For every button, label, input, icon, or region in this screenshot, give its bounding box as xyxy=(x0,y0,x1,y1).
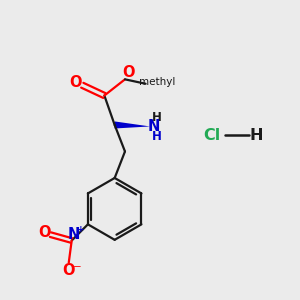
Text: +: + xyxy=(77,225,84,234)
Text: Cl: Cl xyxy=(203,128,220,143)
Text: N: N xyxy=(148,119,160,134)
Text: H: H xyxy=(152,130,161,143)
Polygon shape xyxy=(115,122,150,128)
Text: N: N xyxy=(68,226,80,242)
Text: O: O xyxy=(38,225,50,240)
Text: H: H xyxy=(152,110,161,124)
Text: O: O xyxy=(62,263,75,278)
Text: H: H xyxy=(250,128,263,143)
Text: methyl: methyl xyxy=(139,77,175,87)
Text: O: O xyxy=(70,75,82,90)
Text: O: O xyxy=(122,65,135,80)
Text: −: − xyxy=(73,262,81,272)
